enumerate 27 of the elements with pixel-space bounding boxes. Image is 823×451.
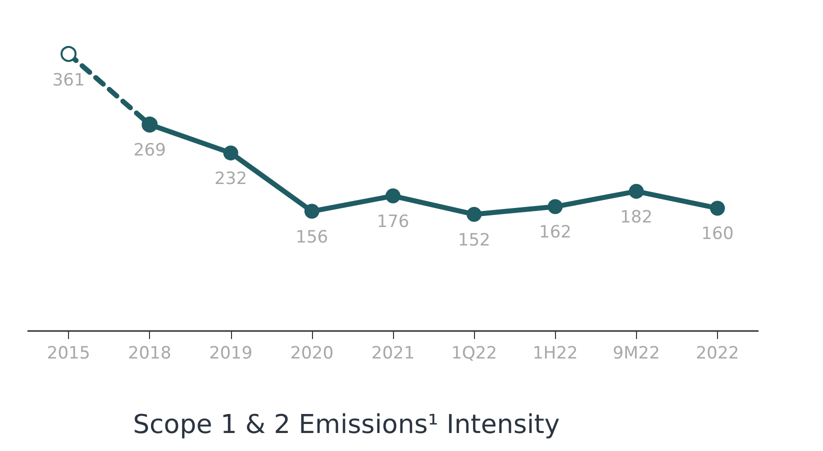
point	[628, 184, 644, 199]
x-tick-label: 2018	[128, 344, 172, 364]
point	[710, 200, 725, 216]
x-tick-label: 2015	[46, 344, 90, 364]
data-label: 176	[376, 212, 410, 232]
data-label: 162	[538, 222, 572, 243]
data-label: 182	[620, 207, 653, 228]
point	[386, 188, 400, 204]
x-tick-label: 2020	[290, 344, 334, 364]
x-tick-label: 2022	[696, 344, 740, 364]
data-label: 160	[701, 224, 734, 244]
x-tick-label: 1Q22	[451, 344, 498, 364]
data-label: 152	[458, 230, 490, 250]
x-tick-label: 1H22	[532, 344, 578, 364]
point	[223, 145, 238, 160]
point	[60, 46, 77, 62]
point	[548, 199, 563, 214]
text: Scope 1 & 2 Emissions¹ Intensity	[133, 410, 560, 440]
data-label: 156	[296, 227, 328, 248]
x-tick-label: 2019	[209, 344, 252, 364]
data-label: 269	[133, 140, 166, 161]
x-tick-label: 9M22	[612, 344, 660, 364]
x-tick-label: 2021	[371, 344, 415, 364]
point	[304, 204, 320, 219]
data-label: 361	[52, 70, 85, 90]
data-label: 232	[214, 168, 248, 189]
point	[466, 206, 482, 222]
